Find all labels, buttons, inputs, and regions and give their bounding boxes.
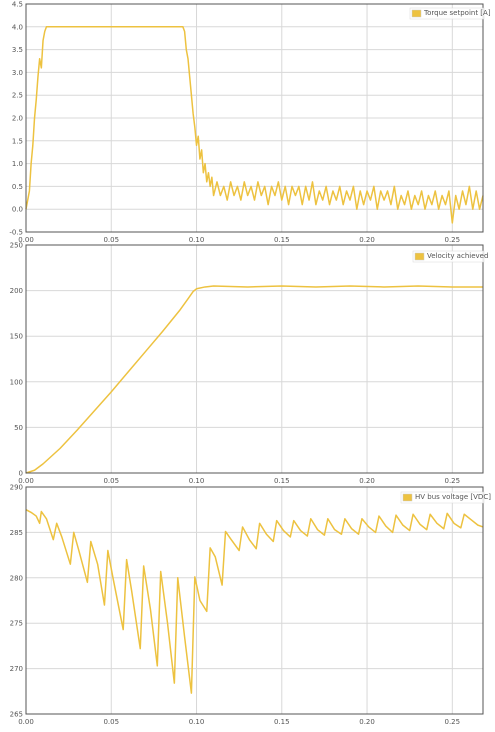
voltage-plot-frame [25,486,484,715]
velocity-y-tick-label: 200 [10,287,23,295]
voltage-x-tick-label: 0.20 [359,718,375,726]
voltage-y-tick-label: 280 [10,574,23,582]
velocity-series-line [25,285,483,474]
torque-legend-box [409,7,485,20]
velocity-x-tick-label: 0.20 [359,477,375,485]
torque-x-tick-label: 0.05 [103,236,119,244]
voltage-legend-swatch [402,493,413,502]
torque-y-tick-label: 1.0 [12,160,23,168]
voltage-series-line [25,509,484,694]
velocity-x-tick-label: 0.00 [18,477,34,485]
voltage-y-tick-label: 285 [10,529,23,537]
torque-y-tick-label: 3.5 [12,46,23,54]
voltage-chart-panel: 0.00 0.05 0.10 0.15 0.20 0.25 265 270 275 280 285 2… [10,484,492,727]
velocity-legend-label: Velocity achieved [427,252,488,260]
velocity-x-tick-label: 0.10 [189,477,205,485]
torque-y-tick-label: 4.0 [12,23,23,31]
torque-legend-swatch [411,9,422,18]
voltage-y-tick-label: 270 [10,665,23,673]
torque-x-tick-label: 0.00 [18,236,34,244]
voltage-x-tick-label: 0.05 [103,718,119,726]
velocity-plot-frame [25,244,484,474]
voltage-y-tick-label: 275 [10,620,23,628]
velocity-x-tick-label: 0.25 [445,477,461,485]
voltage-x-tick-label: 0.15 [274,718,290,726]
torque-chart-panel: 0.00 0.05 0.10 0.15 0.20 0.25 -0.5 0.0 0.5 1.0 1.5… [9,1,491,245]
torque-plot-frame [25,3,484,233]
velocity-y-tick-label: 250 [10,242,23,250]
voltage-x-tick-label: 0.10 [189,718,205,726]
velocity-chart-panel: 0.00 0.05 0.10 0.15 0.20 0.25 0 50 100 150 200 250 V… [10,242,489,486]
velocity-y-tick-label: 100 [10,378,23,386]
torque-legend-label: Torque setpoint [A] [423,9,491,17]
torque-x-tick-label: 0.15 [274,236,290,244]
voltage-legend-box [400,491,485,504]
torque-y-tick-label: 0.5 [12,183,23,191]
torque-y-tick-label: 3.0 [12,69,23,77]
voltage-x-tick-label: 0.00 [18,718,34,726]
velocity-x-tick-label: 0.05 [103,477,119,485]
torque-y-tick-label: 4.5 [12,1,23,9]
torque-series-line [25,26,484,224]
torque-x-tick-label: 0.25 [445,236,461,244]
velocity-y-tick-label: 50 [14,424,23,432]
velocity-legend-swatch [414,252,425,261]
torque-y-tick-label: -0.5 [9,229,23,237]
velocity-y-tick-label: 150 [10,333,23,341]
voltage-y-tick-label: 265 [10,711,23,719]
velocity-legend-box [412,250,485,263]
torque-y-tick-label: 2.5 [12,92,23,100]
voltage-y-tick-label: 290 [10,484,23,492]
torque-y-tick-label: 1.5 [12,137,23,145]
velocity-y-tick-label: 0 [19,470,23,478]
torque-x-tick-label: 0.10 [189,236,205,244]
velocity-x-tick-label: 0.15 [274,477,290,485]
torque-y-tick-label: 0.0 [12,206,23,214]
torque-x-tick-label: 0.20 [359,236,375,244]
torque-y-tick-label: 2.0 [12,115,23,123]
voltage-legend-label: HV bus voltage [VDC] [415,493,491,501]
voltage-x-tick-label: 0.25 [445,718,461,726]
